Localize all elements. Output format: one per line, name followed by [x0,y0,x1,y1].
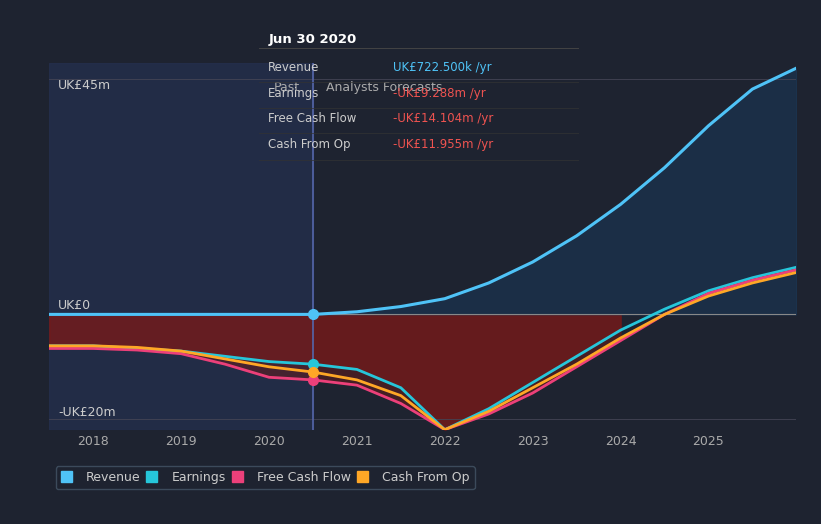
Text: Analysts Forecasts: Analysts Forecasts [326,81,443,94]
Text: -UK£14.104m /yr: -UK£14.104m /yr [393,112,493,125]
Legend: Revenue, Earnings, Free Cash Flow, Cash From Op: Revenue, Earnings, Free Cash Flow, Cash … [56,466,475,489]
Text: Revenue: Revenue [268,61,319,73]
Text: -UK£11.955m /yr: -UK£11.955m /yr [393,138,493,151]
Text: UK£0: UK£0 [58,299,91,312]
Text: Past: Past [273,81,300,94]
Text: Cash From Op: Cash From Op [268,138,351,151]
Text: Jun 30 2020: Jun 30 2020 [268,34,356,46]
Text: -UK£9.288m /yr: -UK£9.288m /yr [393,87,486,100]
Text: UK£722.500k /yr: UK£722.500k /yr [393,61,492,73]
Text: -UK£20m: -UK£20m [58,406,116,419]
Text: Earnings: Earnings [268,87,319,100]
Text: UK£45m: UK£45m [58,79,111,92]
Text: Free Cash Flow: Free Cash Flow [268,112,356,125]
Bar [49,63,313,430]
